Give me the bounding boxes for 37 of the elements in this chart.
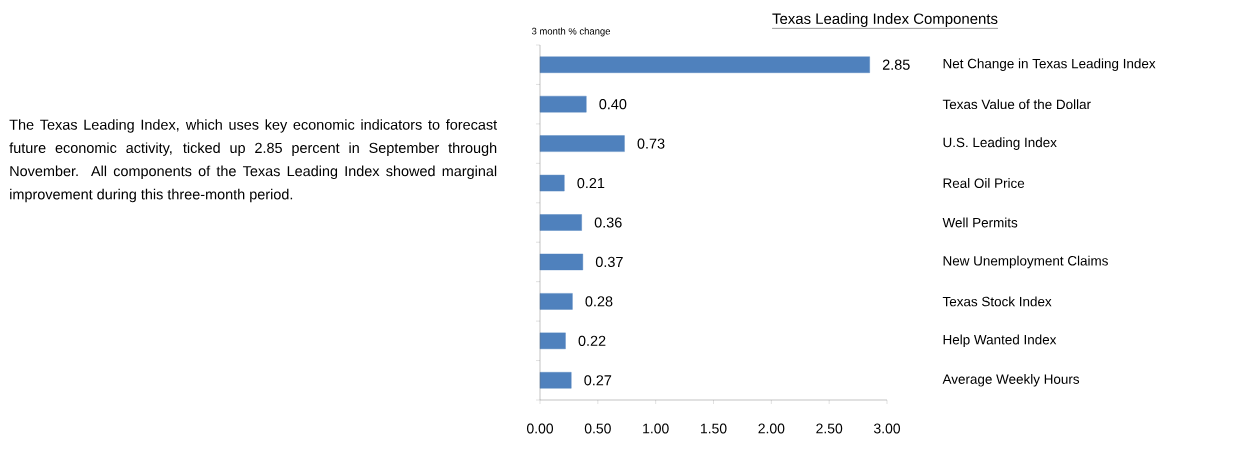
x-tick-label: 2.00 xyxy=(758,423,785,434)
bar xyxy=(539,293,573,310)
data-label: 0.21 xyxy=(577,177,605,189)
y-tick-label: New Unemployment Claims xyxy=(943,255,1108,269)
bar xyxy=(539,135,625,152)
y-tick-label: Help Wanted Index xyxy=(943,334,1057,348)
x-axis-title: 3 month % change xyxy=(531,27,611,37)
y-tick-label: Texas Value of the Dollar xyxy=(942,99,1091,110)
bar xyxy=(539,372,572,389)
data-label: 0.36 xyxy=(594,217,622,228)
bar xyxy=(539,174,565,192)
y-tick-label: Texas Stock Index xyxy=(942,296,1052,307)
bar xyxy=(539,214,582,231)
y-tick-label: Real Oil Price xyxy=(943,178,1025,188)
y-tick-label: U.S. Leading Index xyxy=(943,137,1057,150)
bar xyxy=(539,332,566,350)
data-label: 0.27 xyxy=(584,375,612,386)
data-label: 2.85 xyxy=(882,59,910,70)
chart-title: Texas Leading Index Components xyxy=(772,13,998,27)
x-tick-label: 1.50 xyxy=(701,423,727,434)
x-tick-label: 3.00 xyxy=(873,423,901,434)
bar xyxy=(539,56,870,73)
text: The Texas Leading Index, which uses key economic indicators to forecast future economic activity, ticked up 2.85 percent in September through November. All components of the Texas Leading Index showed marginal improvement during this three-month period. xyxy=(9,119,498,203)
bar xyxy=(539,95,587,113)
y-tick-label: Net Change in Texas Leading Index xyxy=(943,58,1156,71)
y-tick-label: Well Permits xyxy=(942,217,1018,228)
data-label: 0.22 xyxy=(578,335,606,346)
y-tick-label: Average Weekly Hours xyxy=(942,374,1080,387)
x-tick-label: 1.00 xyxy=(643,423,669,434)
x-tick-label: 0.00 xyxy=(526,423,554,434)
bar xyxy=(539,253,583,271)
x-tick-label: 0.50 xyxy=(584,423,611,434)
data-label: 0.40 xyxy=(599,99,627,110)
data-label: 0.73 xyxy=(637,138,665,149)
x-tick-label: 2.50 xyxy=(816,423,843,434)
data-label: 0.28 xyxy=(585,296,613,307)
data-label: 0.37 xyxy=(595,256,623,268)
